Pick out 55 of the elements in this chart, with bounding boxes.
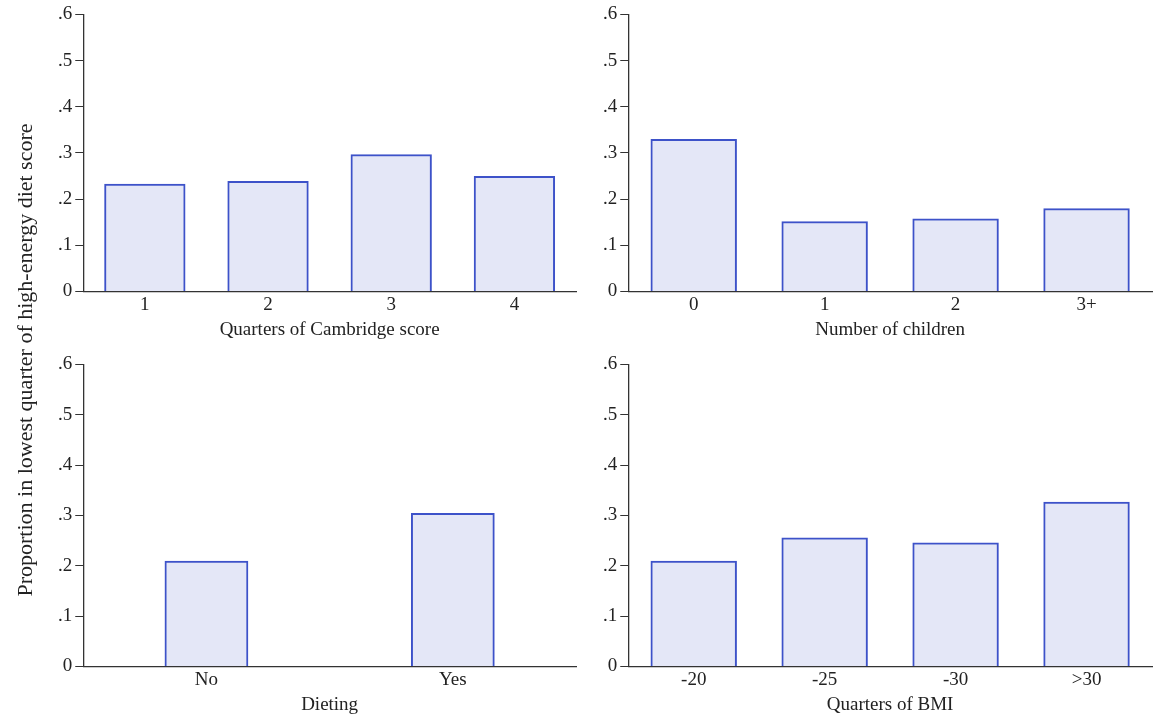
y-tick-label: .2 [603, 187, 618, 209]
x-tick-label: 4 [509, 292, 520, 314]
y-tick-label: .6 [58, 2, 73, 24]
bar [227, 181, 309, 291]
y-tick-label: .2 [58, 187, 73, 209]
x-tick-label: -30 [942, 667, 969, 689]
y-tick-label: .1 [603, 604, 618, 626]
x-tick-label: >30 [1071, 667, 1102, 689]
bar [650, 560, 737, 666]
x-tick-label: 2 [950, 292, 961, 314]
y-tick-label: .3 [58, 503, 73, 525]
y-tick-label: .3 [603, 140, 618, 162]
x-tick-label: 3 [386, 292, 396, 314]
x-tick-label: 0 [688, 292, 699, 314]
y-tick-label: .5 [603, 402, 618, 424]
bar [350, 154, 432, 291]
x-axis-title: Number of children [815, 317, 966, 339]
bar [912, 542, 999, 666]
x-tick-label: 3+ [1076, 292, 1097, 314]
y-tick-label: .4 [603, 94, 618, 116]
y-tick-label: .3 [58, 140, 73, 162]
x-tick-label: Yes [438, 667, 467, 689]
x-axis-title: Quarters of Cambridge score [219, 317, 440, 339]
x-tick-label: 2 [263, 292, 273, 314]
bar [781, 221, 868, 291]
y-tick-label: .5 [603, 48, 618, 70]
y-tick-label: .4 [603, 453, 618, 475]
y-tick-label: .1 [58, 233, 73, 255]
bar [104, 183, 186, 291]
y-tick-label: .2 [58, 553, 73, 575]
x-tick-label: -20 [681, 667, 707, 689]
x-tick-label: 1 [819, 292, 830, 314]
y-tick-label: .5 [58, 48, 73, 70]
y-tick-label: .3 [603, 503, 618, 525]
y-tick-label: .4 [58, 94, 73, 116]
y-tick-label: .2 [603, 553, 618, 575]
bar [912, 218, 999, 291]
x-tick-label: No [194, 667, 219, 689]
y-tick-label: .4 [58, 453, 73, 475]
y-tick-label: .6 [603, 2, 618, 24]
bar [781, 537, 868, 666]
y-tick-label: .1 [58, 604, 73, 626]
bar [1043, 501, 1130, 666]
bar [1043, 208, 1130, 291]
y-tick-label: .6 [603, 352, 618, 374]
x-tick-label: 1 [140, 292, 150, 314]
x-axis-title: Quarters of BMI [826, 692, 954, 714]
x-tick-label: -25 [811, 667, 838, 689]
y-axis-title: Proportion in lowest quarter of high-energy diet score [12, 123, 38, 597]
y-tick-label: .6 [58, 352, 73, 374]
y-tick-label: .5 [58, 402, 73, 424]
x-axis-title: Dieting [301, 692, 359, 714]
y-tick-label: .1 [603, 233, 618, 255]
bar [650, 139, 737, 291]
bar [473, 175, 556, 291]
